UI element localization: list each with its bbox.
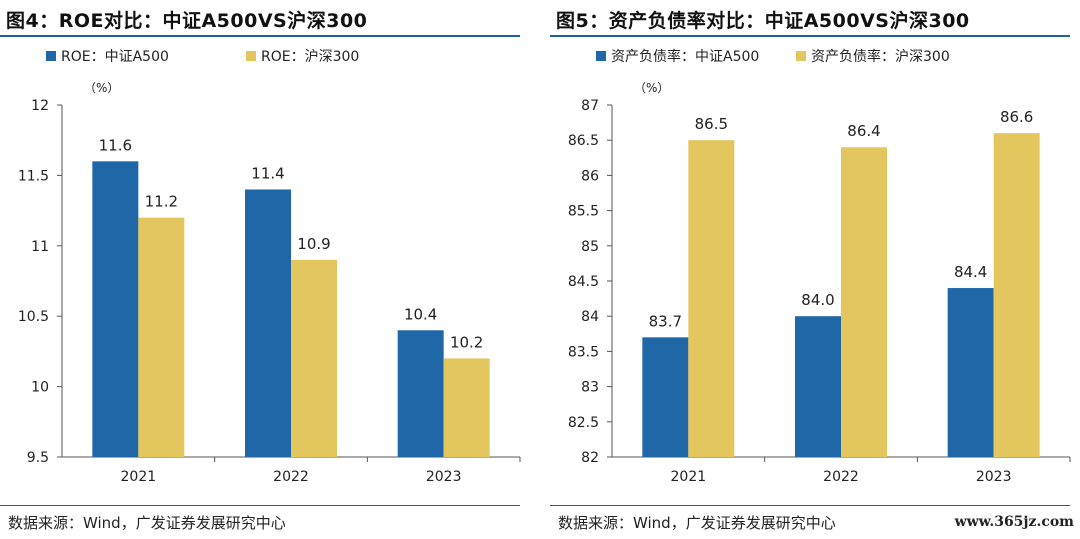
- y-tick-label: 83: [581, 380, 599, 396]
- y-tick-label: 86.5: [568, 133, 599, 149]
- x-tick-label: 2022: [823, 469, 859, 485]
- legend-swatch: [796, 51, 806, 61]
- title-divider: [0, 35, 520, 37]
- bar-hs300: [138, 217, 185, 457]
- y-tick-label: 85: [581, 239, 599, 255]
- bar-hs300: [993, 133, 1040, 457]
- data-label: 11.4: [251, 164, 284, 182]
- data-label: 86.4: [847, 122, 880, 140]
- x-tick-label: 2023: [426, 469, 462, 485]
- legend-swatch: [246, 51, 256, 61]
- y-tick-label: 84.5: [568, 274, 599, 290]
- bar-a500: [642, 337, 689, 457]
- data-label: 10.9: [297, 235, 330, 253]
- source-divider: [0, 505, 520, 506]
- figure-title: 图5：资产负债率对比：中证A500VS沪深300: [556, 10, 970, 32]
- y-unit-label: （%）: [84, 81, 119, 95]
- legend-label: 资产负债率：中证A500: [611, 48, 759, 65]
- data-label: 83.7: [649, 312, 682, 330]
- data-label: 86.6: [1000, 108, 1033, 126]
- title-divider: [550, 35, 1070, 37]
- data-label: 84.4: [954, 263, 987, 281]
- bar-a500: [947, 288, 994, 457]
- x-tick-label: 2022: [273, 469, 309, 485]
- roe-comparison-panel: 图4：ROE对比：中证A500VS沪深300 ROE：中证A500 ROE：沪深3…: [0, 0, 530, 539]
- bar-a500: [92, 161, 139, 457]
- y-tick-label: 85.5: [568, 204, 599, 220]
- y-tick-label: 10.5: [18, 309, 49, 325]
- source-note: 数据来源：Wind，广发证券发展研究中心: [558, 514, 836, 532]
- bar-hs300: [443, 358, 490, 457]
- legend-swatch: [596, 51, 606, 61]
- source-note: 数据来源：Wind，广发证券发展研究中心: [8, 514, 286, 532]
- legend-label: 资产负债率：沪深300: [811, 48, 950, 65]
- roe-bar-chart: ROE：中证A500 ROE：沪深300 （%） 9.5 10 10.5 11 11.5 12 2…: [18, 49, 521, 485]
- y-tick-label: 12: [31, 98, 49, 114]
- legend-label: ROE：中证A500: [61, 49, 169, 65]
- debt-ratio-comparison-panel: 图5：资产负债率对比：中证A500VS沪深300 资产负债率：中证A500 资产负…: [550, 0, 1080, 539]
- data-label: 10.4: [404, 305, 437, 323]
- legend-label: ROE：沪深300: [261, 49, 359, 65]
- y-tick-label: 9.5: [27, 450, 49, 466]
- bar-a500: [245, 189, 291, 458]
- y-tick-label: 11: [31, 239, 49, 255]
- y-tick-label: 82: [581, 450, 599, 466]
- y-tick-label: 10: [31, 380, 49, 396]
- bar-hs300: [291, 259, 337, 457]
- y-tick-label: 84: [581, 309, 599, 325]
- y-tick-label: 82.5: [568, 415, 599, 431]
- bar-a500: [397, 330, 444, 457]
- debt-ratio-bar-chart: 资产负债率：中证A500 资产负债率：沪深300 （%） 82 82.5 83 83.5 84…: [568, 48, 1071, 485]
- data-label: 86.5: [695, 115, 728, 133]
- data-label: 11.2: [145, 193, 178, 211]
- bar-hs300: [841, 147, 887, 457]
- bar-hs300: [688, 140, 735, 457]
- source-divider: [550, 505, 1070, 506]
- y-tick-label: 11.5: [18, 168, 49, 184]
- x-tick-label: 2021: [121, 469, 157, 485]
- y-unit-label: （%）: [634, 81, 669, 95]
- data-label: 11.6: [99, 136, 132, 154]
- data-label: 10.2: [450, 333, 483, 351]
- y-tick-label: 83.5: [568, 344, 599, 360]
- bar-a500: [795, 316, 841, 457]
- x-tick-label: 2023: [976, 469, 1012, 485]
- figure-title: 图4：ROE对比：中证A500VS沪深300: [6, 10, 368, 32]
- watermark-text: www.365jz.com: [954, 514, 1074, 530]
- x-tick-label: 2021: [671, 469, 707, 485]
- y-tick-label: 86: [581, 168, 599, 184]
- y-tick-label: 87: [581, 98, 599, 114]
- data-label: 84.0: [801, 291, 834, 309]
- legend-swatch: [46, 51, 56, 61]
